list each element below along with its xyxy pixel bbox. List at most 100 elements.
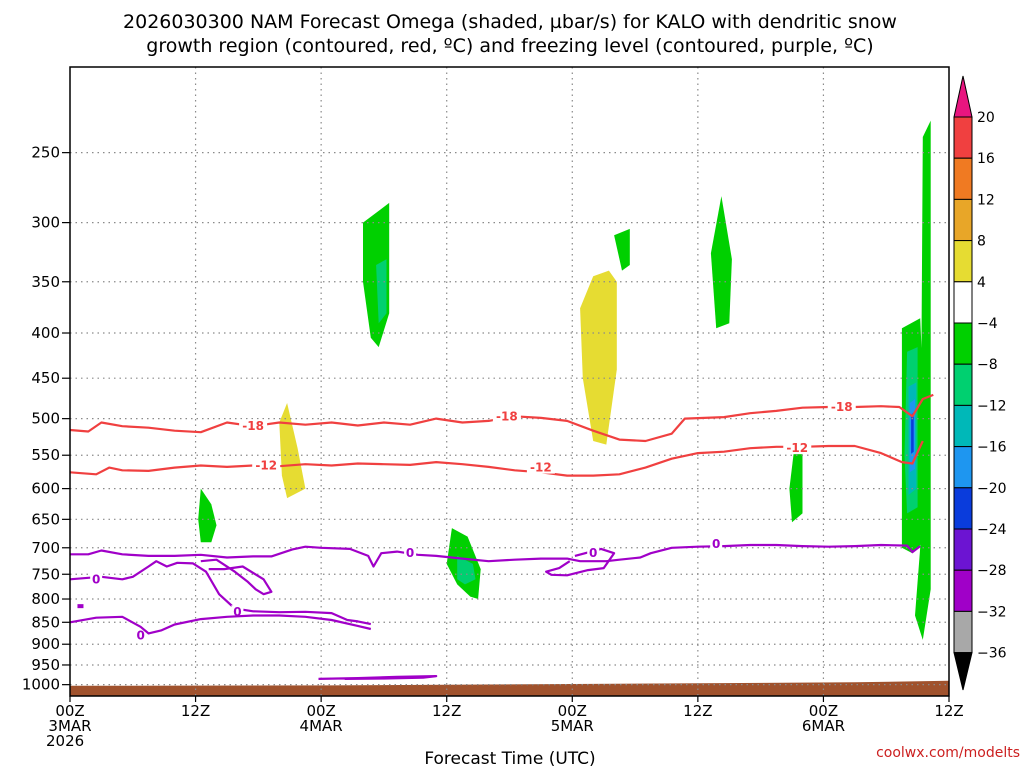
chart-title: 2026030300 NAM Forecast Omega (shaded, µ…	[123, 11, 897, 57]
ground-area	[70, 680, 949, 696]
colorbar-label-2: 12	[977, 192, 995, 208]
omega-region-6	[198, 488, 217, 543]
temp-contour-label-1-1: -12	[530, 461, 552, 475]
x-tick-label-3-0: 12Z	[432, 702, 461, 720]
freezing-contour-label-0-0: 0	[406, 546, 414, 560]
colorbar-top-arrow	[953, 75, 973, 118]
freezing-contour-label-bg-1-0	[90, 572, 103, 586]
omega-region-4	[279, 403, 306, 499]
x-tick-label-2-0: 00Z	[306, 702, 335, 720]
colorbar-label-5: −4	[977, 316, 998, 332]
colorbar-bin-11	[953, 528, 973, 571]
colorbar-bin-13	[953, 610, 973, 654]
colorbar-bin-10	[953, 487, 973, 530]
temperature-contours: -18 -18 -18 -12 -12 -12	[69, 393, 934, 477]
x-tick-label-6-0: 00Z	[809, 702, 838, 720]
y-tick-label-900: 900	[31, 635, 60, 653]
temp-contour-label-0-2: -18	[831, 400, 853, 414]
freezing-contour-label-1-1: 0	[233, 605, 241, 619]
y-tick-label-850: 850	[31, 613, 60, 631]
freezing-contour-label-0-1: 0	[712, 537, 720, 551]
y-tick-label-500: 500	[31, 410, 60, 428]
colorbar-label-8: −16	[977, 440, 1007, 456]
x-tick-label-1-0: 12Z	[181, 702, 210, 720]
temp-contour-label-0-1: -18	[496, 409, 518, 423]
colorbar-bin-12	[953, 569, 973, 612]
freezing-contour-label-1-0: 0	[92, 572, 100, 586]
freezing-contour-label-1-2: 0	[136, 629, 144, 643]
colorbar: 20 16 12 8 4 −4 −8 −12 −16 −20 −24 −28 −32 −36	[953, 75, 1007, 691]
colorbar-label-7: −12	[977, 398, 1007, 414]
credit-text: coolwx.com/modelts	[876, 745, 1020, 761]
y-tick-label-1000: 1000	[22, 676, 60, 694]
colorbar-label-11: −28	[977, 563, 1007, 579]
omega-region-9	[789, 444, 803, 523]
y-tick-label-350: 350	[31, 273, 60, 291]
colorbar-bin-7	[953, 363, 973, 406]
omega-region-5	[580, 270, 617, 445]
colorbar-bin-9	[953, 446, 973, 489]
temp-contour-label-1-0: -12	[255, 459, 277, 473]
x-tick-label-4-0: 00Z	[558, 702, 587, 720]
y-tick-label-750: 750	[31, 565, 60, 583]
freezing-contour-label-bg-4-0	[587, 546, 600, 560]
temp-contour-label-0-0: -18	[242, 419, 264, 433]
freezing-contour-line-2	[69, 614, 372, 635]
omega-region-2	[614, 228, 630, 271]
y-tick-label-600: 600	[31, 480, 60, 498]
x-tick-label-4-1: 5MAR	[551, 717, 594, 735]
freezing-contour-label-bg-0-0	[404, 546, 417, 560]
colorbar-label-12: −32	[977, 604, 1007, 620]
y-axis: 250 300 350 400 450 500 550 600 650 700 750 800 850 9…	[22, 144, 70, 694]
freezing-contour-line-1	[69, 560, 372, 626]
x-tick-label-0-2: 2026	[46, 732, 84, 750]
colorbar-bin-8	[953, 404, 973, 448]
temp-contour-label-bg-1-2	[783, 441, 812, 455]
x-tick-label-7-0: 12Z	[934, 702, 963, 720]
x-tick-label-0-1: 3MAR	[48, 717, 91, 735]
temp-contour-label-1-2: -12	[786, 441, 808, 455]
freezing-contour-line-0	[70, 543, 921, 568]
title-line-1: 2026030300 NAM Forecast Omega (shaded, µ…	[123, 11, 897, 33]
plot-frame	[70, 67, 949, 696]
omega-region-15	[911, 412, 914, 454]
x-tick-label-6-1: 6MAR	[802, 717, 845, 735]
colorbar-label-0: 20	[977, 110, 995, 126]
colorbar-bin-1	[953, 116, 973, 159]
y-tick-label-550: 550	[31, 446, 60, 464]
freezing-contour-label-bg-1-1	[231, 605, 244, 619]
title-line-2: growth region (contoured, red, ºC) and f…	[146, 35, 873, 57]
freezing-contour-label-4-0: 0	[589, 546, 597, 560]
colorbar-label-6: −8	[977, 357, 998, 373]
x-axis-label: Forecast Time (UTC)	[424, 749, 595, 768]
freezing-contour-line-4	[544, 547, 616, 577]
omega-region-8	[457, 555, 476, 585]
colorbar-label-3: 8	[977, 234, 986, 250]
colorbar-bottom-arrow	[953, 652, 973, 691]
plot-border	[69, 66, 950, 697]
colorbar-label-9: −20	[977, 481, 1007, 497]
omega-shading	[198, 120, 931, 640]
omega-region-1	[376, 259, 387, 324]
freezing-contour-line-3	[200, 558, 273, 596]
colorbar-label-4: 4	[977, 275, 986, 291]
temp-contour-label-bg-1-1	[526, 460, 555, 474]
freezing-dot-0	[77, 604, 84, 609]
y-tick-label-300: 300	[31, 214, 60, 232]
freezing-contour-line-5	[318, 674, 438, 680]
y-tick-label-950: 950	[31, 656, 60, 674]
x-tick-label-5-0: 12Z	[683, 702, 712, 720]
y-tick-label-700: 700	[31, 539, 60, 557]
y-tick-label-650: 650	[31, 510, 60, 528]
colorbar-bin-6	[953, 322, 973, 365]
colorbar-bin-5	[953, 281, 973, 324]
temp-contour-label-bg-0-2	[827, 399, 856, 413]
x-tick-label-0-0: 00Z	[55, 702, 84, 720]
omega-region-3	[710, 196, 732, 329]
colorbar-label-1: 16	[977, 151, 995, 167]
y-tick-label-800: 800	[31, 590, 60, 608]
x-tick-label-2-1: 4MAR	[300, 717, 343, 735]
freezing-contours: 0 0 0 0 0 0	[69, 536, 921, 680]
